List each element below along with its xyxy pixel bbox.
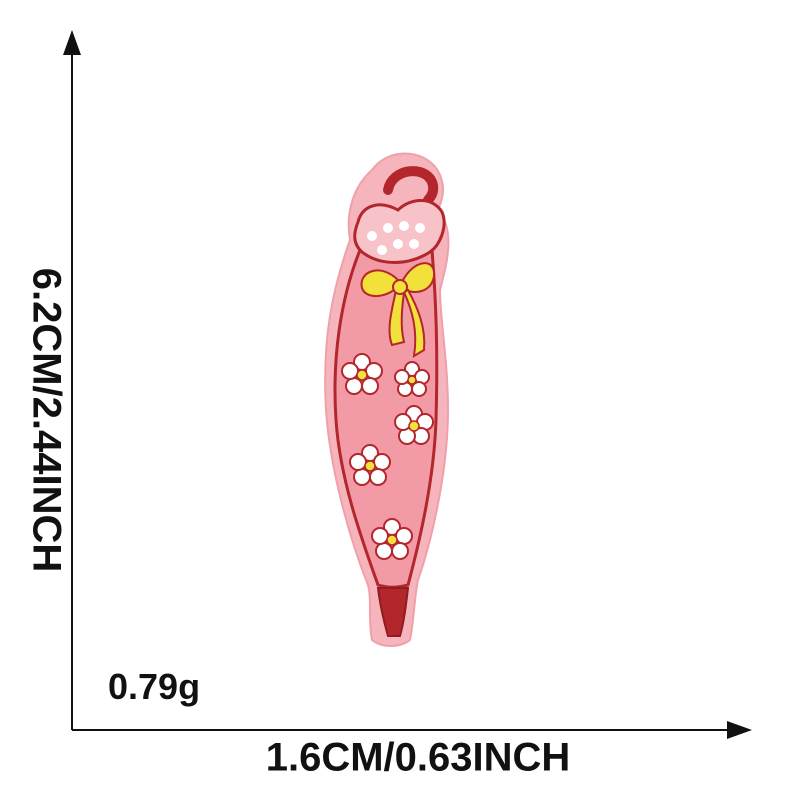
height-dimension-label: 6.2CM/2.44INCH xyxy=(24,268,69,573)
horizontal-axis-arrow-icon xyxy=(727,721,752,739)
umbrella-patch xyxy=(325,154,448,646)
vertical-axis-arrow-icon xyxy=(63,30,81,55)
width-dimension-label: 1.6CM/0.63INCH xyxy=(266,736,571,781)
umbrella-handle-top xyxy=(355,201,444,263)
weight-label: 0.79g xyxy=(108,666,200,708)
